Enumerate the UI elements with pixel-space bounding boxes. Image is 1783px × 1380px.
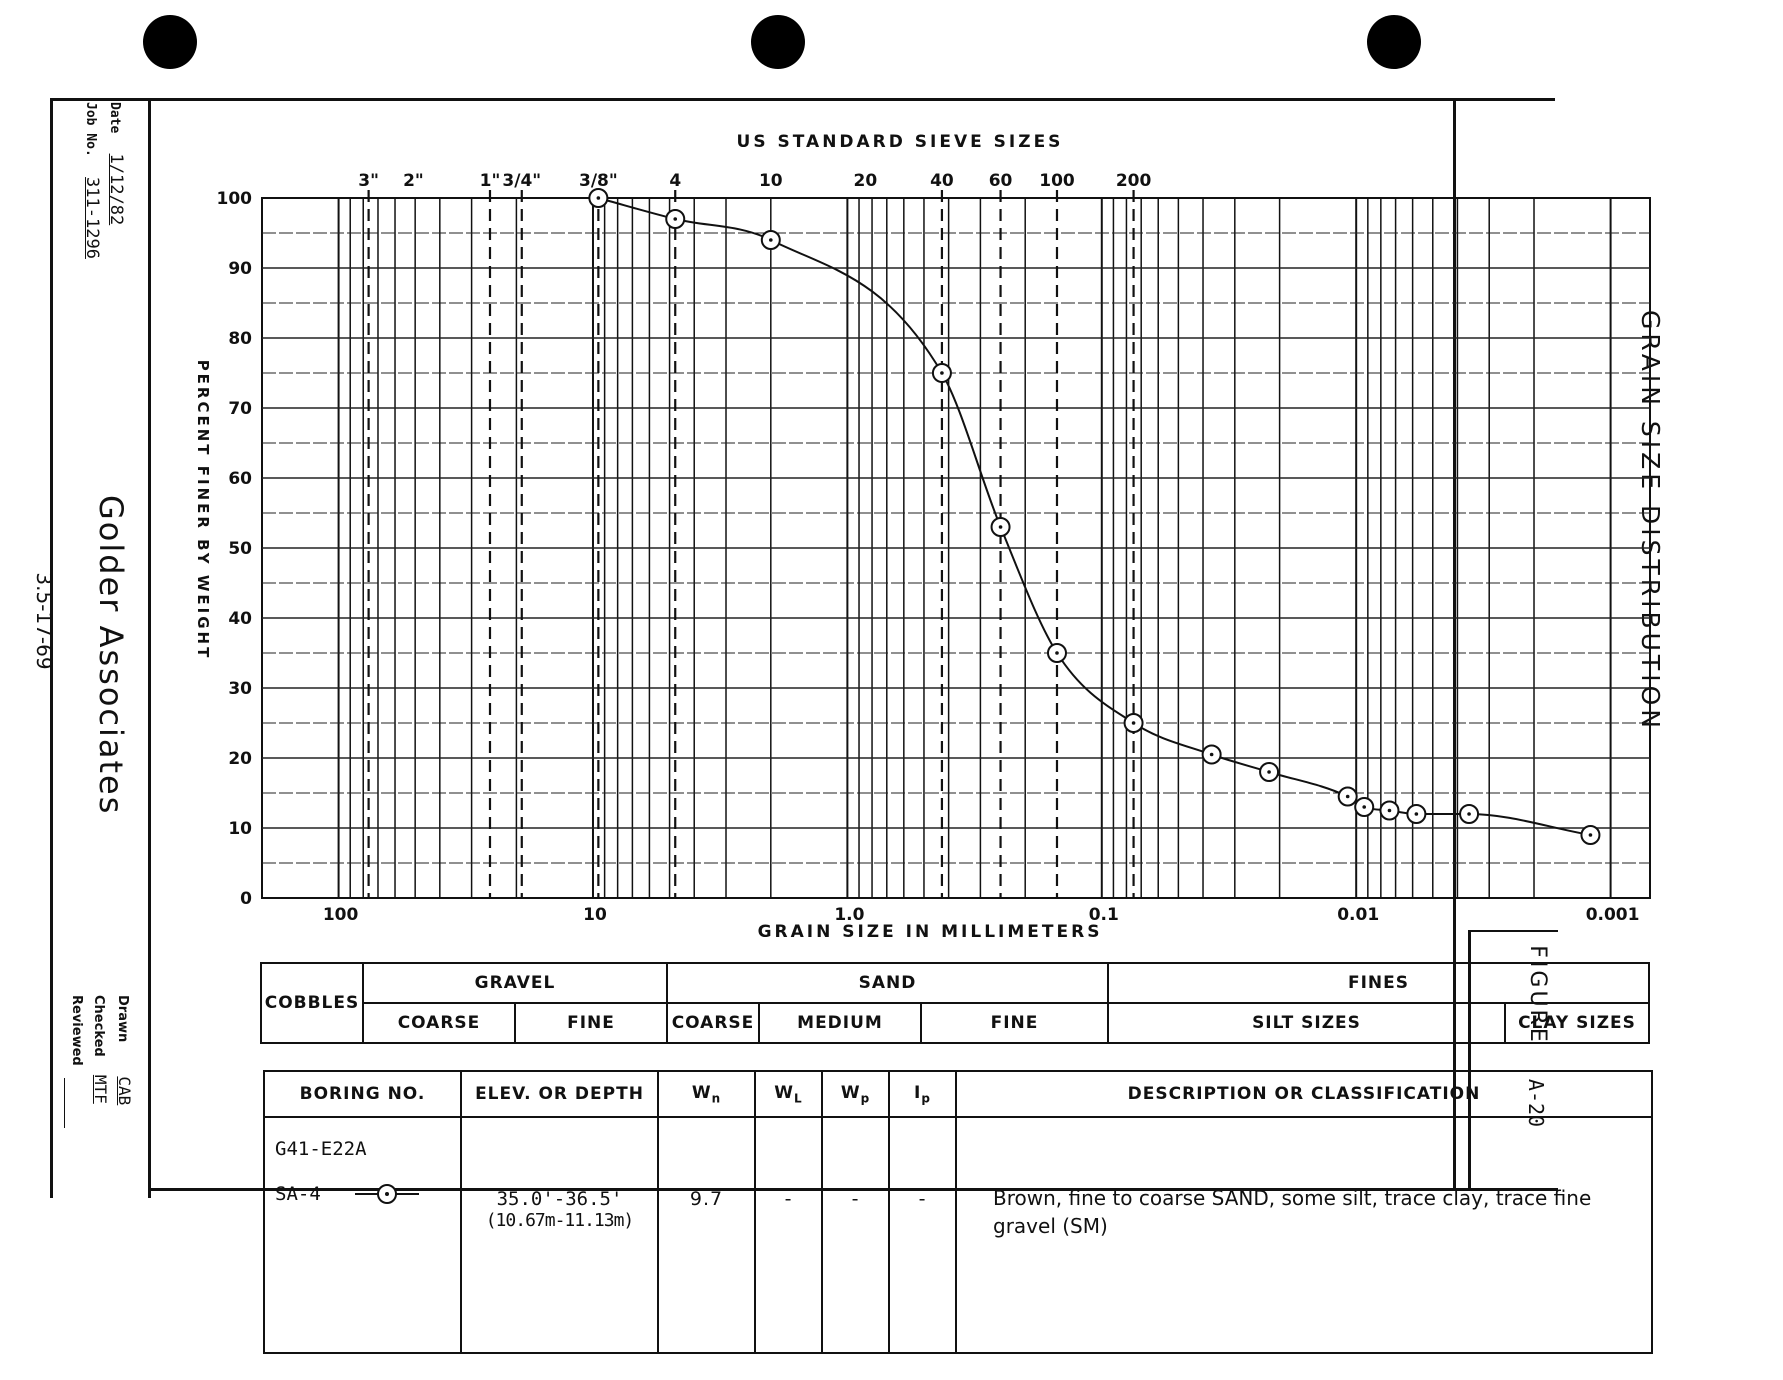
- wn-header: Wn: [657, 1070, 756, 1118]
- data-point-center: [998, 525, 1003, 529]
- description-header: DESCRIPTION OR CLASSIFICATION: [955, 1070, 1653, 1118]
- clay-sizes-cell: CLAY SIZES: [1504, 1002, 1650, 1044]
- ip-value: -: [888, 1116, 957, 1354]
- data-point-center: [1209, 752, 1214, 757]
- sieve-label: 10: [759, 171, 783, 191]
- x-tick-label: 0.01: [1337, 905, 1379, 925]
- x-tick-label: 100: [323, 905, 359, 925]
- y-tick-label: 0: [240, 889, 252, 909]
- y-tick-labels: 0 10 20 30 40 50 60 70 80 90 100: [217, 189, 253, 909]
- ip-header: Ip: [888, 1070, 957, 1118]
- y-tick-label: 50: [228, 539, 252, 559]
- sieve-label: 60: [989, 171, 1013, 191]
- gradation-curve-line: [598, 197, 1591, 836]
- sieve-label: 3/4": [502, 171, 541, 191]
- data-point-center: [1387, 808, 1392, 813]
- wl-value: -: [754, 1116, 823, 1354]
- x-axis-title: GRAIN SIZE IN MILLIMETERS: [757, 922, 1103, 942]
- data-point-center: [1588, 833, 1593, 837]
- sieve-label: 20: [854, 171, 878, 191]
- boring-header: BORING NO.: [263, 1070, 462, 1118]
- chart-title: US STANDARD SIEVE SIZES: [736, 132, 1064, 152]
- sand-coarse-cell: COARSE: [666, 1002, 760, 1044]
- data-point-center: [1414, 812, 1419, 816]
- x-tick-label: 1.0: [834, 905, 864, 925]
- y-tick-label: 60: [228, 469, 252, 489]
- y-tick-label: 10: [228, 819, 252, 839]
- data-point-center: [673, 217, 678, 221]
- description-value: Brown, fine to coarse SAND, some silt, t…: [955, 1116, 1653, 1354]
- cobbles-cell: COBBLES: [260, 962, 364, 1044]
- sieve-label: 1": [480, 171, 501, 191]
- sand-fine-cell: FINE: [920, 1002, 1109, 1044]
- gradation-curve: [588, 188, 1601, 845]
- wp-header: Wp: [821, 1070, 890, 1118]
- silt-sizes-cell: SILT SIZES: [1107, 1002, 1506, 1044]
- gravel-coarse-cell: COARSE: [362, 1002, 516, 1044]
- wp-header-main: W: [840, 1082, 861, 1103]
- chart-grid: [261, 197, 1651, 899]
- wp-value: -: [821, 1116, 890, 1354]
- wl-header-sub: L: [794, 1091, 803, 1106]
- wn-value: 9.7: [657, 1116, 756, 1354]
- wp-header-sub: p: [860, 1091, 871, 1106]
- data-point-center: [1267, 770, 1271, 774]
- soil-classification-table: COBBLES GRAVEL SAND FINES COARSE FINE CO…: [260, 962, 1650, 1044]
- sand-medium-cell: MEDIUM: [758, 1002, 922, 1044]
- x-tick-label: 10: [583, 905, 607, 925]
- sieve-label: 100: [1039, 171, 1075, 191]
- wl-header-main: W: [774, 1082, 795, 1103]
- y-tick-label: 100: [217, 189, 253, 209]
- sieve-label: 40: [930, 171, 954, 191]
- punch-hole-right: [1367, 15, 1421, 69]
- boring-number: G41-E22A: [275, 1138, 367, 1160]
- x-tick-labels: 100 10 1.0 0.1 0.01 0.001: [323, 905, 1640, 925]
- punch-hole-left: [143, 15, 197, 69]
- y-tick-label: 70: [228, 399, 252, 419]
- punch-hole-center: [751, 15, 805, 69]
- sieve-label: 3/8": [579, 171, 618, 191]
- sieve-label: 2": [403, 171, 424, 191]
- data-point-center: [1467, 812, 1471, 816]
- ip-header-sub: p: [921, 1091, 931, 1106]
- y-axis-title: PERCENT FINER BY WEIGHT: [194, 359, 212, 661]
- data-point-center: [769, 238, 773, 242]
- sieve-lines: [367, 190, 1135, 898]
- data-point-center: [1131, 721, 1136, 725]
- y-tick-label: 20: [228, 749, 252, 769]
- data-point-center: [596, 196, 601, 200]
- wn-header-main: W: [691, 1082, 712, 1103]
- data-point-center: [1345, 794, 1350, 799]
- elev-header: ELEV. OR DEPTH: [460, 1070, 659, 1118]
- curve-legend-symbol: [354, 1184, 419, 1204]
- wl-header: WL: [754, 1070, 823, 1118]
- sand-cell: SAND: [666, 962, 1109, 1004]
- elev-feet: 35.0'-36.5': [496, 1188, 623, 1210]
- sample-number: SA-4: [275, 1183, 321, 1205]
- fines-cell: FINES: [1107, 962, 1650, 1004]
- data-point-center: [1362, 805, 1367, 809]
- sieve-label: 3": [358, 171, 379, 191]
- data-point-center: [940, 371, 944, 375]
- sieve-label: 4: [669, 171, 681, 191]
- test-results-table: BORING NO. ELEV. OR DEPTH Wn WL Wp Ip DE…: [263, 1070, 1653, 1354]
- wn-header-sub: n: [711, 1091, 722, 1106]
- y-tick-label: 40: [228, 609, 252, 629]
- elev-meters: (10.67m-11.13m): [485, 1210, 635, 1231]
- elev-cell: 35.0'-36.5' (10.67m-11.13m): [460, 1116, 659, 1354]
- sieve-label: 200: [1116, 171, 1152, 191]
- y-tick-label: 30: [228, 679, 252, 699]
- sieve-labels: 3" 2" 1" 3/4" 3/8" 4 10 20 40 60 100 200: [358, 171, 1151, 191]
- gravel-fine-cell: FINE: [514, 1002, 668, 1044]
- x-tick-label: 0.1: [1089, 905, 1119, 925]
- y-tick-label: 90: [228, 259, 252, 279]
- data-point-center: [1055, 651, 1059, 655]
- x-tick-label: 0.001: [1586, 905, 1640, 925]
- y-tick-label: 80: [228, 329, 252, 349]
- ip-header-main: I: [914, 1082, 922, 1103]
- gravel-cell: GRAVEL: [362, 962, 668, 1004]
- boring-cell: G41-E22A SA-4: [263, 1116, 462, 1354]
